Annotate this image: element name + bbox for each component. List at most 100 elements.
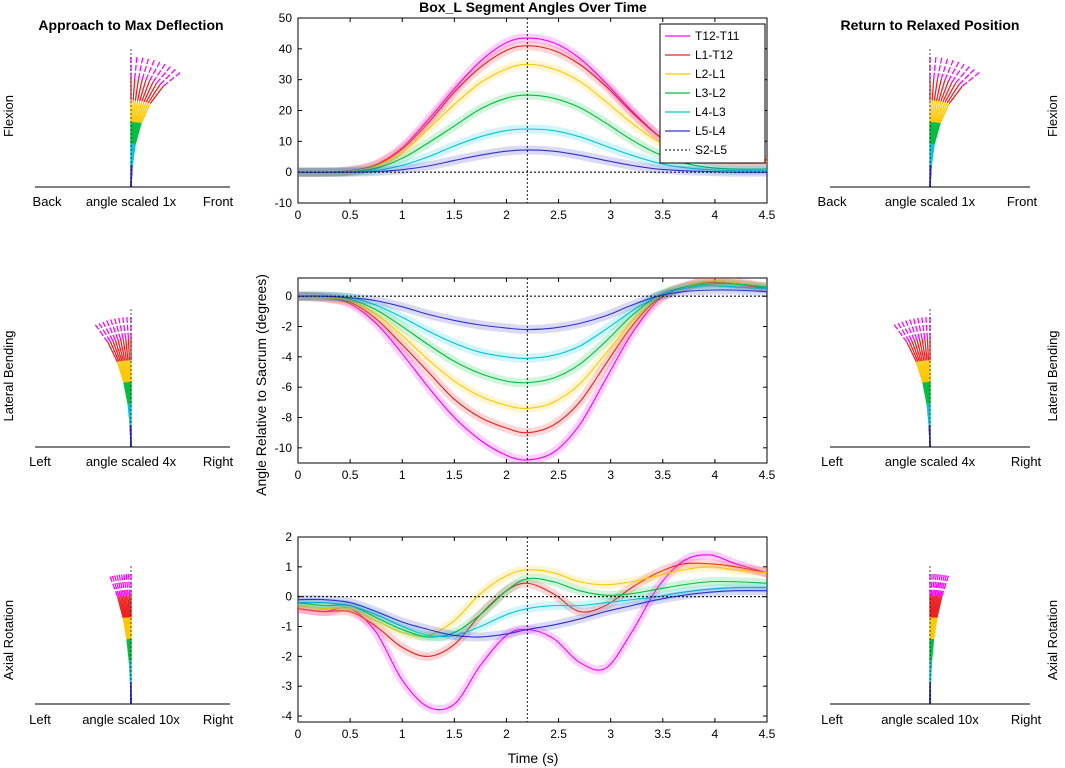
row-label-right-lateral: Lateral Bending [1045,330,1060,421]
spine-segment-l5-l4 [130,165,133,188]
spine-fan-left-flexion [130,49,181,188]
spine-segment-t12-t11 [137,57,144,80]
spine-segment-t12-t11 [125,574,129,596]
spine-segment-t12-t11 [937,574,943,597]
spine-segment-l1-t12 [930,595,932,618]
x-tick-label: 0.5 [342,208,359,222]
row-label-left-flexion: Flexion [1,95,16,137]
spine-segment-t12-t11 [127,574,131,596]
chart-panel-flexion: 0 0.5 1 1.5 2 2.5 3 3.5 4 4.5-1001020304050T12-T1… [275,11,776,222]
spine-segment-t12-t11 [120,574,126,597]
spine-segment-l1-t12 [145,82,158,103]
side-label-right: Right [1011,454,1042,469]
row-label-left-axial: Axial Rotation [1,600,16,680]
spine-segment-t12-t11 [152,63,166,83]
spine-segment-l1-t12 [935,79,942,101]
series-line-l5-l4 [298,149,767,173]
spine-segment-l1-t12 [116,596,124,619]
spine-segment-t12-t11 [901,321,913,342]
spine-segment-l4-l3 [128,660,132,683]
spine-segment-l3-l2 [123,382,129,404]
y-tick-label: 20 [279,104,293,118]
x-tick-label: 0 [295,727,302,741]
spine-segment-l1-t12 [911,340,920,362]
spine-segment-l1-t12 [107,342,118,363]
spine-segment-t12-t11 [116,574,123,597]
spine-segment-l2-l1 [915,361,924,383]
spine-segment-l1-t12 [119,596,126,618]
spine-segment-l1-t12 [906,342,917,363]
y-tick-label: 0 [285,165,292,179]
x-tick-label: 3 [607,468,614,482]
spine-segment-t12-t11 [111,575,120,597]
spine-fan-left-lateral [94,309,132,448]
spine-segment-l2-l1 [924,360,929,383]
spine-segment-l1-t12 [913,340,922,362]
legend-label-t12-t11: T12-T11 [695,29,740,43]
spine-segment-l4-l3 [926,403,930,426]
spine-fans [94,49,980,705]
spine-segment-l1-t12 [122,595,128,618]
spine-segment-l2-l1 [923,360,928,383]
spine-segment-l2-l1 [122,360,128,383]
legend-label-l5-l4: L5-L4 [695,124,726,138]
spine-segment-l5-l4 [929,165,932,188]
legend-label-l2-l1: L2-L1 [695,67,726,81]
spine-segment-l2-l1 [124,360,129,383]
x-tick-label: 2 [503,208,510,222]
side-label-right: Right [203,712,234,727]
series-line-l4-l3 [298,128,767,173]
scale-label: angle scaled 4x [885,454,976,469]
y-tick-label: -1 [281,620,292,634]
spine-segment-l2-l1 [127,360,131,383]
spine-segment-t12-t11 [893,324,908,343]
spine-segment-t12-t11 [931,574,935,596]
spine-segment-t12-t11 [123,574,128,596]
spine-segment-l4-l3 [929,660,933,683]
spine-segment-t12-t11 [955,66,970,84]
spine-segment-l1-t12 [931,78,935,101]
spine-segment-l1-t12 [931,595,935,618]
spine-segment-l2-l1 [921,360,927,383]
spine-segment-l1-t12 [948,85,963,104]
spine-panel-right-lateral: Left angle scaled 4x Right [821,446,1042,469]
spine-segment-l2-l1 [128,360,131,383]
spine-segment-t12-t11 [94,324,109,343]
y-tick-label: -4 [281,709,292,723]
spine-segment-l1-t12 [134,78,140,101]
spine-segment-t12-t11 [940,58,949,80]
spine-segment-l2-l1 [131,100,134,123]
spine-segment-t12-t11 [930,574,933,596]
spine-segment-l1-t12 [935,596,942,618]
x-tick-label: 4 [712,208,719,222]
spine-segment-l1-t12 [918,339,925,361]
spine-segment-t12-t11 [156,66,171,84]
legend-label-l4-l3: L4-L3 [695,105,726,119]
left-title: Approach to Max Deflection [38,17,223,33]
spine-segment-l5-l4 [129,425,132,448]
plot-frame [297,536,768,723]
spine-segment-l1-t12 [933,78,939,101]
x-tick-label: 2.5 [550,468,567,482]
spine-segment-l4-l3 [930,143,935,166]
side-label-left: Back [33,194,62,209]
spine-segment-l1-t12 [942,81,953,102]
spine-segment-t12-t11 [134,57,138,79]
legend: T12-T11 L1-T12 L2-L1 L3-L2 L4-L3 L5-L4 S2-L5 [659,23,766,164]
spine-segment-t12-t11 [941,575,949,597]
spine-segment-t12-t11 [126,317,130,339]
legend-label-l1-t12: L1-T12 [695,48,733,62]
row-label-right-axial: Axial Rotation [1045,600,1060,680]
spine-fan-right-flexion [929,49,980,188]
y-tick-label: -2 [281,320,292,334]
y-tick-label: 40 [279,42,293,56]
spine-segment-l1-t12 [926,338,930,361]
spine-segment-l2-l1 [116,361,125,383]
spine-segment-l2-l1 [125,360,130,383]
spine-segment-t12-t11 [106,320,117,341]
spine-segment-t12-t11 [110,319,119,341]
spine-segment-l1-t12 [109,341,120,362]
spine-segment-l1-t12 [124,595,129,618]
y-tick-label: 2 [285,530,292,544]
spine-segment-l1-t12 [924,338,928,361]
